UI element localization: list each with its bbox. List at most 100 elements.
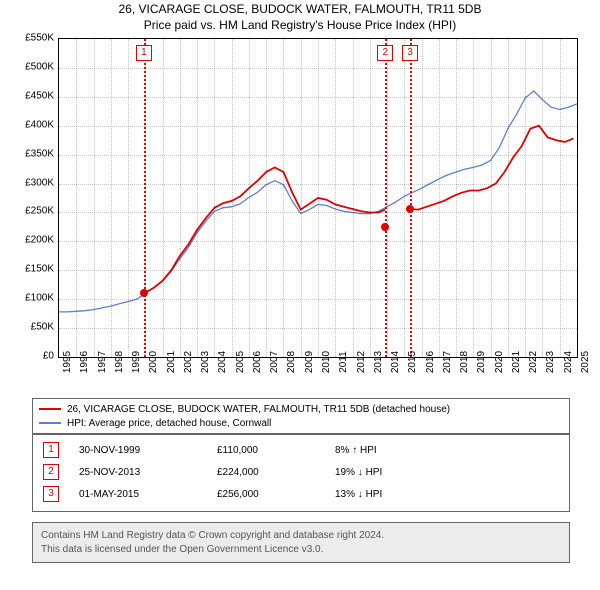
price-marker [140, 289, 148, 297]
vgrid-line [76, 39, 77, 357]
event-row: 2 25-NOV-2013£224,00019% ↓ HPI [39, 461, 563, 483]
y-axis-label: £0 [12, 351, 54, 362]
events-box: 1 30-NOV-1999£110,0008% ↑ HPI 2 25-NOV-2013… [32, 434, 570, 512]
vgrid-line [214, 39, 215, 357]
x-axis-label: 2013 [373, 351, 384, 373]
event-num-badge: 2 [43, 464, 59, 480]
event-num-badge: 3 [43, 486, 59, 502]
vgrid-line [111, 39, 112, 357]
event-delta: 19% ↓ HPI [331, 461, 563, 483]
events-table: 1 30-NOV-1999£110,0008% ↑ HPI 2 25-NOV-2013… [39, 439, 563, 505]
event-badge: 2 [377, 45, 393, 61]
plot-region: 1 23 [58, 38, 578, 358]
vgrid-line [525, 39, 526, 357]
legend-label-property: 26, VICARAGE CLOSE, BUDOCK WATER, FALMOU… [67, 404, 450, 415]
x-axis-label: 2016 [425, 351, 436, 373]
vgrid-line [508, 39, 509, 357]
event-price: £224,000 [213, 461, 331, 483]
vgrid-line [94, 39, 95, 357]
event-badge: 3 [402, 45, 418, 61]
x-axis-label: 2021 [511, 351, 522, 373]
vgrid-line [473, 39, 474, 357]
vgrid-line [560, 39, 561, 357]
y-axis-label: £550K [12, 33, 54, 44]
y-axis-label: £100K [12, 293, 54, 304]
event-row: 301-MAY-2015£256,00013% ↓ HPI [39, 483, 563, 505]
event-delta: 13% ↓ HPI [331, 483, 563, 505]
y-axis-label: £200K [12, 235, 54, 246]
x-axis-label: 2005 [235, 351, 246, 373]
legend-swatch-property [39, 408, 61, 410]
price-marker [381, 223, 389, 231]
vgrid-line [266, 39, 267, 357]
x-axis-label: 2011 [338, 351, 349, 373]
vgrid-line [163, 39, 164, 357]
vgrid-line [232, 39, 233, 357]
x-axis-label: 1997 [97, 351, 108, 373]
title-line-2: Price paid vs. HM Land Registry's House … [0, 18, 600, 34]
x-axis-label: 2007 [269, 351, 280, 373]
x-axis-label: 1996 [79, 351, 90, 373]
x-axis-label: 2020 [494, 351, 505, 373]
x-axis-label: 2015 [407, 351, 418, 373]
x-axis-label: 2002 [183, 351, 194, 373]
x-axis-label: 2009 [304, 351, 315, 373]
y-axis-label: £250K [12, 206, 54, 217]
vgrid-line [180, 39, 181, 357]
chart-area: 1 23 £0 £50K £100K £150K £200K £250K £300K £350K… [12, 38, 588, 381]
page: { "title": { "line1": "26, VICARAGE CLOS… [0, 0, 600, 590]
vgrid-line [404, 39, 405, 357]
x-axis-label: 2004 [217, 351, 228, 373]
x-axis-label: 2008 [286, 351, 297, 373]
vgrid-line [370, 39, 371, 357]
x-axis-label: 2022 [528, 351, 539, 373]
event-delta: 8% ↑ HPI [331, 439, 563, 461]
y-axis-label: £300K [12, 177, 54, 188]
x-axis-label: 2024 [563, 351, 574, 373]
vgrid-line [335, 39, 336, 357]
vgrid-line [456, 39, 457, 357]
vgrid-line [301, 39, 302, 357]
legend-row-property: 26, VICARAGE CLOSE, BUDOCK WATER, FALMOU… [39, 402, 563, 416]
event-date: 25-NOV-2013 [75, 461, 213, 483]
x-axis-label: 2006 [252, 351, 263, 373]
x-axis-label: 1995 [62, 351, 73, 373]
legend-label-hpi: HPI: Average price, detached house, Corn… [67, 418, 271, 429]
event-price: £110,000 [213, 439, 331, 461]
legend-swatch-hpi [39, 422, 61, 424]
footer-line-1: Contains HM Land Registry data © Crown c… [41, 529, 561, 543]
footer-line-2: This data is licensed under the Open Gov… [41, 543, 561, 557]
vgrid-line [542, 39, 543, 357]
event-date: 01-MAY-2015 [75, 483, 213, 505]
x-axis-label: 2001 [166, 351, 177, 373]
y-axis-label: £350K [12, 148, 54, 159]
vgrid-line [197, 39, 198, 357]
y-axis-label: £50K [12, 322, 54, 333]
legend-row-hpi: HPI: Average price, detached house, Corn… [39, 416, 563, 430]
event-date: 30-NOV-1999 [75, 439, 213, 461]
x-axis-label: 2003 [200, 351, 211, 373]
x-axis-label: 2025 [580, 351, 591, 373]
x-axis-label: 2000 [148, 351, 159, 373]
y-axis-label: £500K [12, 61, 54, 72]
vgrid-line [439, 39, 440, 357]
x-axis-label: 1999 [131, 351, 142, 373]
price-marker [406, 205, 414, 213]
x-axis-label: 2017 [442, 351, 453, 373]
attribution-footer: Contains HM Land Registry data © Crown c… [32, 522, 570, 563]
event-row: 1 30-NOV-1999£110,0008% ↑ HPI [39, 439, 563, 461]
x-axis-label: 2010 [321, 351, 332, 373]
vgrid-line [353, 39, 354, 357]
vgrid-line [491, 39, 492, 357]
title-line-1: 26, VICARAGE CLOSE, BUDOCK WATER, FALMOU… [0, 2, 600, 18]
x-axis-label: 2012 [356, 351, 367, 373]
x-axis-label: 2014 [390, 351, 401, 373]
y-axis-label: £150K [12, 264, 54, 275]
event-badge: 1 [136, 45, 152, 61]
event-num-badge: 1 [43, 442, 59, 458]
event-vline [410, 39, 412, 357]
x-axis-label: 1998 [114, 351, 125, 373]
legend: 26, VICARAGE CLOSE, BUDOCK WATER, FALMOU… [32, 398, 570, 434]
y-axis-label: £450K [12, 90, 54, 101]
event-vline [385, 39, 387, 357]
